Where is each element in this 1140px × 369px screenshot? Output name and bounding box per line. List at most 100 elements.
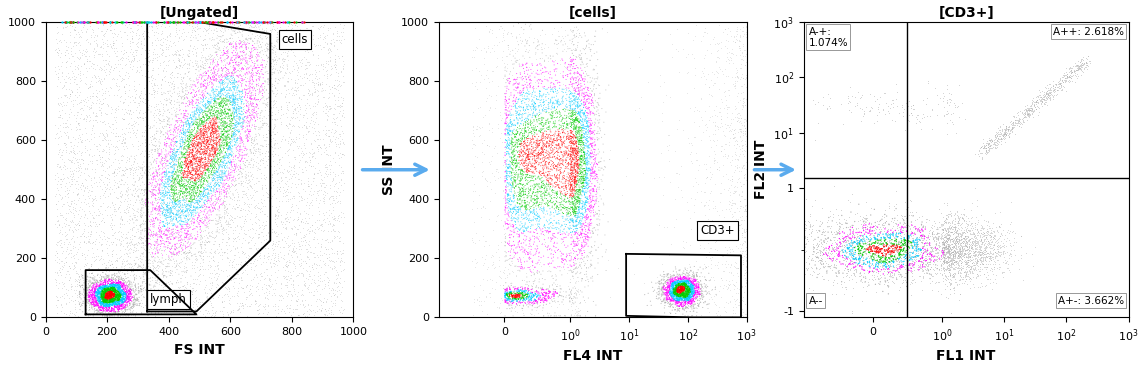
Point	[735, 122, 754, 128]
Point	[182, 230, 201, 236]
Point	[677, 295, 695, 301]
Point	[521, 159, 539, 165]
Point	[575, 104, 593, 110]
Point	[141, 125, 160, 131]
Point	[950, 231, 968, 237]
Point	[671, 286, 690, 292]
Point	[967, 259, 985, 265]
Point	[805, 245, 823, 251]
Point	[563, 217, 581, 223]
Point	[507, 294, 526, 300]
Point	[669, 290, 687, 296]
Point	[329, 73, 348, 79]
Point	[728, 26, 747, 32]
Point	[665, 275, 683, 281]
Point	[266, 168, 284, 174]
Point	[539, 200, 557, 206]
Point	[75, 295, 93, 301]
Point	[586, 198, 604, 204]
Point	[555, 126, 573, 132]
Point	[553, 127, 571, 133]
Point	[503, 161, 521, 167]
Point	[95, 286, 113, 292]
Point	[726, 39, 744, 45]
Point	[171, 275, 189, 281]
Point	[979, 240, 998, 246]
Point	[158, 203, 177, 209]
Point	[142, 182, 161, 188]
Point	[185, 232, 203, 238]
Point	[675, 282, 693, 287]
Point	[667, 216, 685, 222]
Point	[219, 87, 237, 93]
Point	[49, 29, 67, 35]
Point	[1004, 122, 1023, 128]
Point	[735, 99, 754, 105]
Point	[708, 223, 726, 229]
Point	[870, 108, 888, 114]
Point	[731, 275, 749, 281]
Point	[86, 289, 104, 295]
Point	[585, 112, 603, 118]
Point	[877, 255, 895, 261]
Point	[168, 96, 186, 102]
Point	[504, 131, 522, 137]
Point	[469, 123, 487, 128]
Point	[920, 239, 938, 245]
Point	[82, 231, 100, 237]
Point	[78, 58, 96, 64]
Point	[109, 283, 128, 289]
Point	[106, 289, 124, 295]
Point	[975, 238, 993, 244]
Point	[230, 202, 249, 208]
Point	[262, 144, 280, 150]
Point	[115, 170, 133, 176]
Point	[269, 80, 287, 86]
Point	[172, 241, 190, 247]
Point	[153, 30, 171, 36]
Point	[725, 83, 743, 89]
Point	[891, 244, 910, 250]
Point	[887, 243, 905, 249]
Point	[576, 177, 594, 183]
Point	[685, 273, 703, 279]
Point	[195, 47, 213, 53]
Point	[181, 192, 199, 198]
Point	[228, 89, 246, 95]
Point	[669, 297, 687, 303]
Point	[1012, 120, 1031, 125]
Point	[185, 156, 203, 162]
Point	[290, 84, 308, 90]
Point	[155, 223, 173, 229]
Point	[312, 183, 331, 189]
Point	[267, 204, 285, 210]
Point	[528, 44, 546, 49]
Point	[107, 305, 125, 311]
Point	[207, 116, 226, 122]
Point	[233, 96, 251, 102]
Point	[535, 313, 553, 319]
Point	[901, 242, 919, 248]
Point	[885, 242, 903, 248]
Point	[673, 296, 691, 301]
Point	[74, 273, 92, 279]
Point	[528, 127, 546, 133]
Point	[87, 293, 105, 299]
Point	[518, 158, 536, 163]
Point	[676, 289, 694, 295]
Point	[940, 247, 959, 253]
Point	[278, 62, 296, 68]
Point	[136, 233, 154, 239]
Point	[947, 104, 966, 110]
Point	[286, 110, 304, 116]
Point	[595, 119, 613, 125]
Point	[233, 300, 251, 306]
Point	[676, 293, 694, 299]
Point	[144, 65, 162, 71]
Point	[201, 152, 219, 158]
Point	[177, 161, 195, 167]
Point	[198, 167, 217, 173]
Point	[935, 104, 953, 110]
Point	[57, 259, 75, 265]
Point	[970, 230, 988, 236]
